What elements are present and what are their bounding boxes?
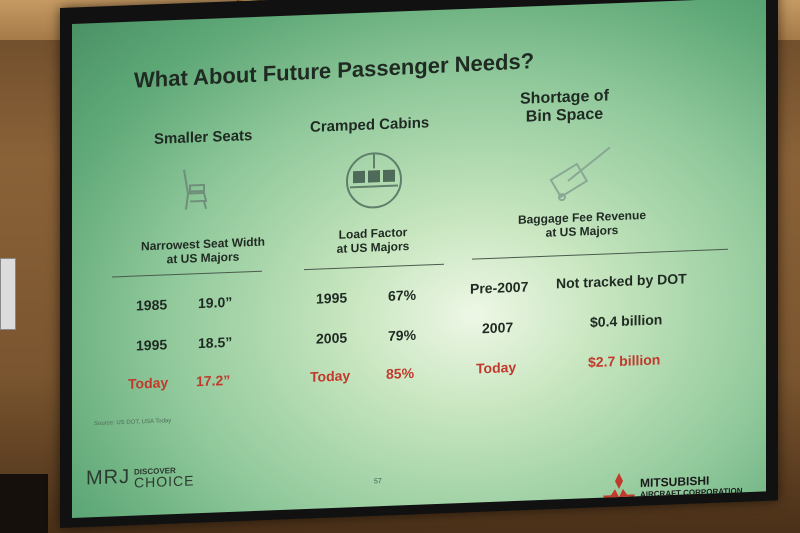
divider <box>472 248 728 260</box>
row-label: Pre-2007 <box>470 278 529 297</box>
row-value-highlight: $2.7 billion <box>588 351 661 371</box>
row-value-highlight: 85% <box>386 364 415 382</box>
choice-text: CHOICE <box>134 472 195 491</box>
row-value: 19.0” <box>198 293 233 312</box>
source-note: Source: US DOT, USA Today <box>94 418 172 428</box>
divider <box>304 263 444 271</box>
wall-sign <box>0 258 16 330</box>
page-number: 57 <box>374 478 382 486</box>
divider <box>112 270 262 278</box>
row-label-highlight: Today <box>310 367 351 385</box>
column-heading-cabins: Cramped Cabins <box>310 114 430 136</box>
row-label: 1995 <box>316 289 348 307</box>
cabin-seats-icon <box>346 152 402 209</box>
column-subheading-seats: Narrowest Seat Width at US Majors <box>141 234 265 267</box>
row-label: 2005 <box>316 329 348 347</box>
row-label: 1995 <box>136 336 168 354</box>
row-label-highlight: Today <box>476 358 517 377</box>
row-value: Not tracked by DOT <box>556 270 687 292</box>
column-subheading-bins: Baggage Fee Revenue at US Majors <box>517 207 647 240</box>
row-value-highlight: 17.2” <box>196 371 231 390</box>
slide-title: What About Future Passenger Needs? <box>134 48 535 93</box>
discover-choice-logo: DISCOVER CHOICE <box>134 465 195 491</box>
column-heading-bins: Shortage of Bin Space <box>520 87 609 126</box>
luggage-trolley-icon <box>549 146 611 202</box>
column-heading-seats: Smaller Seats <box>154 127 253 148</box>
row-label-highlight: Today <box>128 374 169 392</box>
row-value: 67% <box>388 286 417 304</box>
row-value: 79% <box>388 326 417 344</box>
row-value: $0.4 billion <box>590 311 663 331</box>
row-value: 18.5” <box>198 333 233 352</box>
mrj-logo: MRJ <box>86 465 131 490</box>
projected-slide: What About Future Passenger Needs? Small… <box>72 0 766 518</box>
seat-icon <box>183 169 208 210</box>
row-label: 1985 <box>136 296 168 314</box>
column-subheading-cabins: Load Factor at US Majors <box>336 225 410 256</box>
row-label: 2007 <box>482 319 514 337</box>
foreground-shadow <box>0 474 48 533</box>
